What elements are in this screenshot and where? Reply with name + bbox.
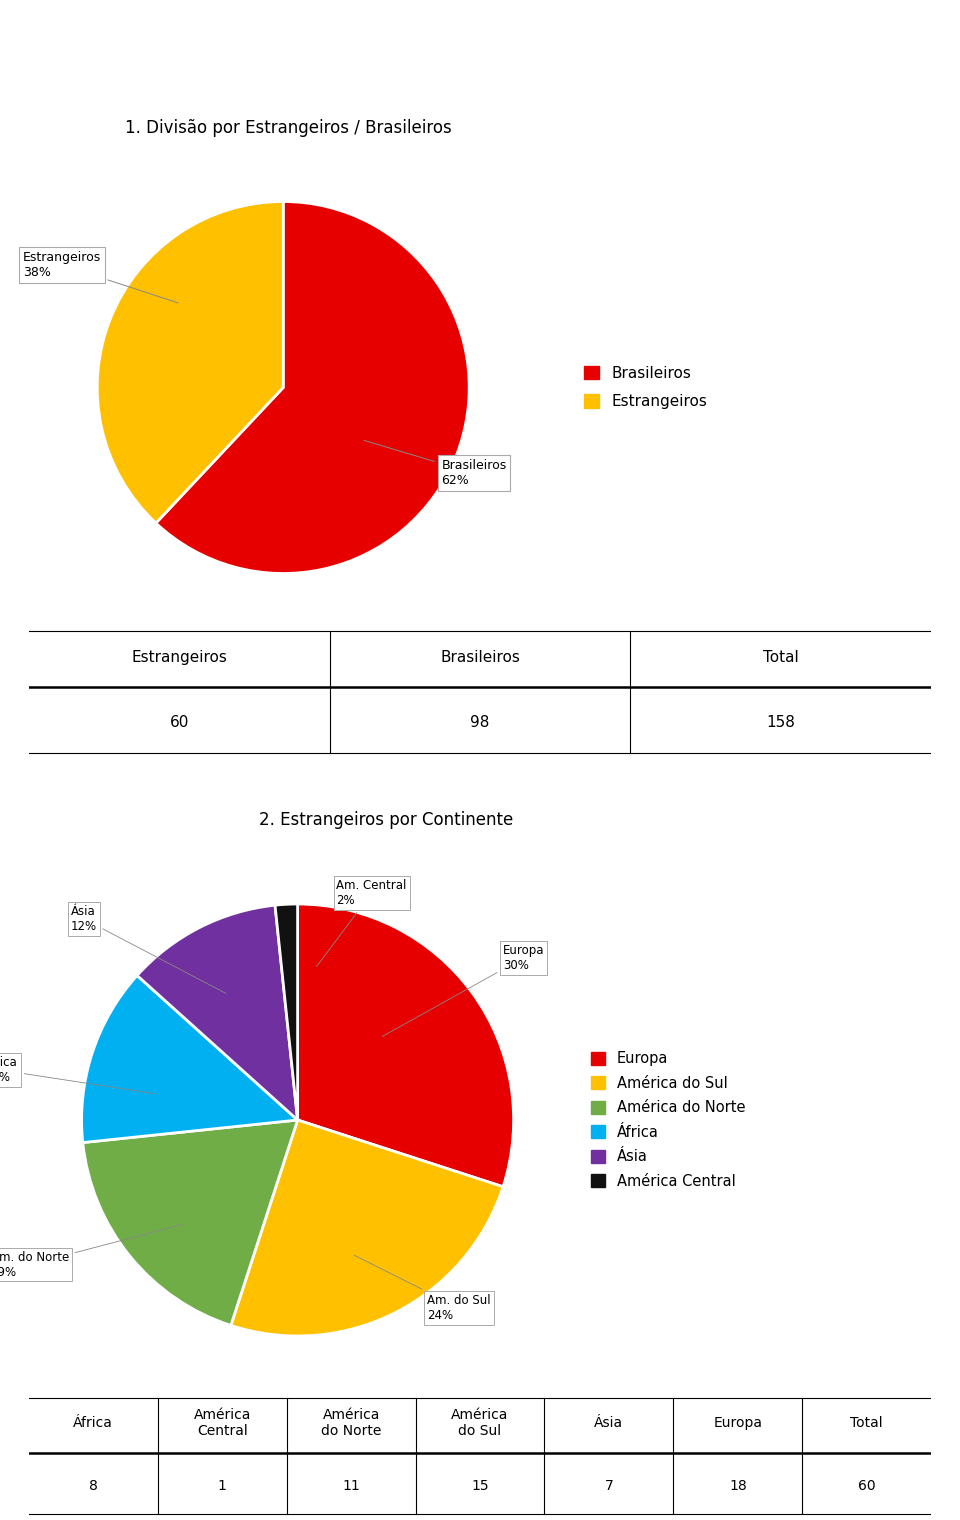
Legend: Brasileiros, Estrangeiros: Brasileiros, Estrangeiros [584,365,707,409]
Text: 60: 60 [170,714,189,730]
Text: Brasileiros: Brasileiros [440,651,520,666]
Text: Ásia
12%: Ásia 12% [71,904,226,994]
Text: 2. Estrangeiros por Continente: 2. Estrangeiros por Continente [259,812,514,828]
Text: África
13%: África 13% [0,1056,155,1094]
Text: América
do Norte: América do Norte [321,1408,381,1438]
Text: América
do Sul: América do Sul [451,1408,509,1438]
Text: Am. Central
2%: Am. Central 2% [317,879,407,967]
Text: 60: 60 [858,1479,876,1494]
Text: Europa
30%: Europa 30% [382,944,544,1037]
Text: 98: 98 [470,714,490,730]
Text: Total: Total [851,1417,883,1430]
Wedge shape [137,906,298,1120]
Text: 1: 1 [218,1479,227,1494]
Text: Estrangeiros: Estrangeiros [132,651,228,666]
Text: Total: Total [763,651,799,666]
Wedge shape [275,904,298,1120]
Text: 18: 18 [729,1479,747,1494]
Wedge shape [82,976,298,1143]
Text: 15: 15 [471,1479,489,1494]
Text: Am. do Norte
19%: Am. do Norte 19% [0,1225,182,1278]
Text: Europa: Europa [713,1417,762,1430]
Text: 8: 8 [89,1479,98,1494]
Text: Am. do Sul
24%: Am. do Sul 24% [354,1256,491,1322]
Text: 11: 11 [342,1479,360,1494]
Text: Ásia: Ásia [594,1417,623,1430]
Wedge shape [156,202,469,573]
Wedge shape [83,1120,298,1325]
Wedge shape [97,202,283,523]
Text: América
Central: América Central [194,1408,251,1438]
Wedge shape [298,904,514,1187]
Text: 7: 7 [605,1479,613,1494]
Legend: Europa, América do Sul, América do Norte, África, Ásia, América Central: Europa, América do Sul, América do Norte… [590,1052,745,1189]
Text: Estrangeiros
38%: Estrangeiros 38% [23,251,179,302]
Text: 158: 158 [766,714,795,730]
Text: Brasileiros
62%: Brasileiros 62% [364,441,507,488]
Wedge shape [230,1120,503,1336]
Text: África: África [73,1417,113,1430]
Text: 1. Divisão por Estrangeiros / Brasileiros: 1. Divisão por Estrangeiros / Brasileiro… [125,119,451,137]
